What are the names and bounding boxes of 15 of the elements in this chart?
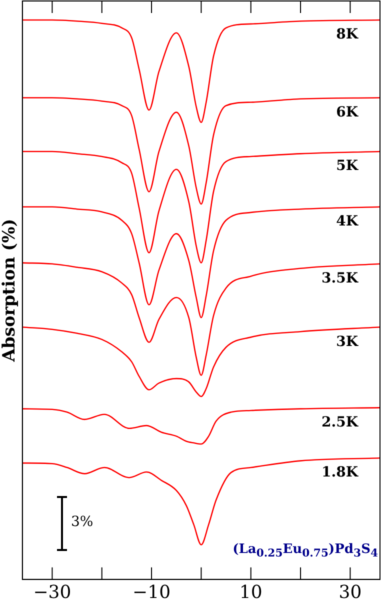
series-label: 4K <box>336 213 359 230</box>
x-tick-label: 10 <box>239 582 262 603</box>
series-label: 1.8K <box>321 464 359 481</box>
series-label: 8K <box>336 26 359 43</box>
annotation: 3% <box>71 514 94 530</box>
y-axis-title: Absorption (%) <box>0 218 20 363</box>
x-tick-label: −10 <box>132 582 171 603</box>
series-label: 2.5K <box>321 414 359 430</box>
series-label: 5K <box>336 158 359 174</box>
series-label: 3K <box>336 334 359 350</box>
annotation: (La$_{0.25}$Eu$_{0.75}$)Pd$_{3}$S$_{4}$ <box>232 542 378 560</box>
x-tick-label: 30 <box>338 582 362 603</box>
series-label: 3.5K <box>321 270 359 287</box>
series-label: 6K <box>336 104 359 120</box>
x-tick-label: −30 <box>33 582 72 603</box>
